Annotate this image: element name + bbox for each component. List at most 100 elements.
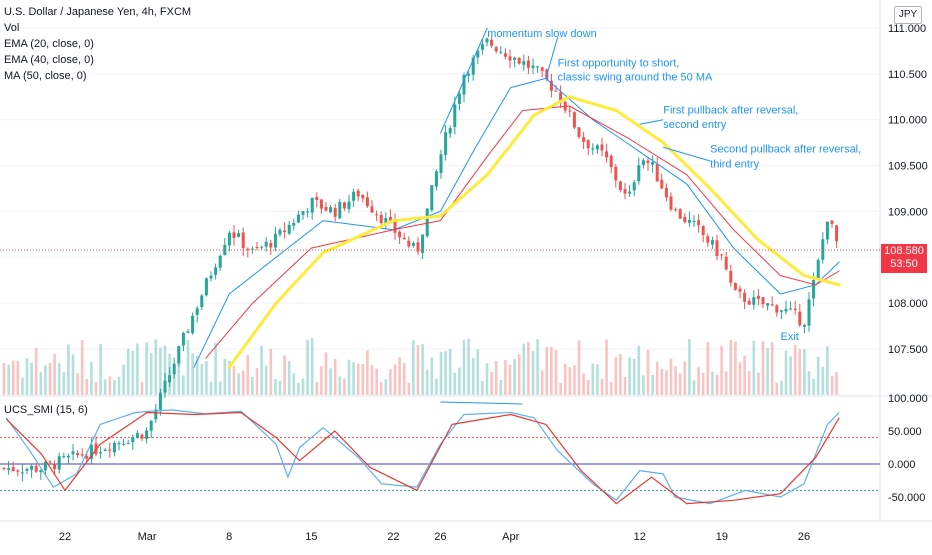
volume-bar — [370, 365, 374, 395]
volume-bar — [425, 369, 429, 395]
candle-body — [255, 247, 259, 249]
volume-bar — [448, 348, 452, 395]
volume-bar — [471, 357, 475, 395]
volume-bar — [444, 351, 447, 395]
candle-body — [646, 160, 650, 163]
volume-bar — [214, 342, 217, 395]
candle-body — [218, 256, 222, 268]
volume-bar — [835, 372, 838, 395]
last-price-countdown: 53:50 — [890, 258, 918, 270]
legend-ema40[interactable]: EMA (40, close, 0) — [4, 54, 94, 66]
candle-body — [227, 232, 231, 246]
volume-bar — [264, 365, 268, 395]
annotation-label: third entry — [710, 158, 759, 170]
candle-body — [720, 254, 724, 256]
volume-bar — [770, 342, 774, 395]
volume-bar — [297, 382, 300, 395]
candle-body — [177, 346, 181, 364]
candle-body — [388, 217, 392, 221]
volume-bar — [393, 364, 397, 395]
volume-bar — [678, 373, 682, 395]
volume-bar — [789, 356, 792, 395]
volume-bar — [16, 361, 20, 395]
volume-bar — [255, 367, 259, 395]
candle-body — [7, 468, 11, 470]
candle-body — [549, 80, 553, 91]
candle-body — [264, 241, 268, 247]
volume-bar — [619, 354, 622, 395]
volume-bar — [260, 345, 263, 395]
volume-bar — [384, 379, 388, 395]
volume-bar — [301, 378, 305, 395]
candle-body — [329, 207, 333, 213]
candle-body — [85, 455, 89, 459]
candle-body — [480, 44, 484, 50]
legend-ma50[interactable]: MA (50, close, 0) — [4, 70, 87, 82]
candle-body — [830, 220, 834, 224]
volume-bar — [53, 353, 56, 395]
candle-body — [71, 451, 75, 455]
candle-body — [149, 420, 153, 431]
volume-bar — [80, 339, 84, 395]
candle-body — [476, 50, 480, 58]
candle-body — [200, 295, 204, 308]
oscillator-trendline — [440, 401, 523, 405]
candle-body — [108, 449, 112, 451]
candle-body — [57, 456, 61, 470]
volume-bar — [761, 341, 765, 395]
volume-bar — [586, 379, 590, 395]
candle-body — [536, 66, 540, 68]
volume-bar — [182, 375, 185, 395]
candle-body — [600, 144, 604, 151]
legend-vol[interactable]: Vol — [4, 22, 20, 34]
candle-body — [641, 160, 645, 165]
candle-body — [384, 218, 388, 224]
candle-body — [618, 181, 622, 190]
volume-bar — [366, 350, 369, 395]
candle-body — [687, 219, 691, 223]
time-tick-label: Apr — [502, 531, 519, 543]
volume-bar — [798, 349, 802, 395]
volume-bar — [600, 378, 604, 395]
candle-body — [393, 219, 397, 233]
annotation-label: First pullback after reversal, — [663, 104, 798, 116]
candle-body — [503, 53, 507, 57]
candle-body — [614, 166, 618, 181]
candle-body — [540, 67, 544, 71]
volume-bar — [274, 379, 277, 395]
candle-body — [204, 278, 208, 296]
volume-bar — [48, 362, 52, 395]
candle-body — [30, 466, 34, 470]
candle-body — [260, 246, 264, 248]
volume-bar — [527, 342, 530, 395]
candle-body — [278, 229, 282, 235]
legend-ema20[interactable]: EMA (20, close, 0) — [4, 38, 94, 50]
volume-bar — [508, 364, 512, 395]
price-tick-label: 109.000 — [888, 206, 928, 218]
oscillator-legend[interactable]: UCS_SMI (15, 6) — [4, 404, 88, 416]
ema20-line — [193, 77, 840, 368]
volume-bar — [320, 366, 323, 395]
volume-bar — [347, 359, 351, 395]
legend-title[interactable]: U.S. Dollar / Japanese Yen, 4h, FXCM — [4, 6, 192, 18]
volume-bar — [191, 353, 194, 395]
currency-badge[interactable]: JPY — [894, 6, 922, 24]
candle-body — [154, 409, 158, 420]
volume-bar — [228, 360, 231, 395]
volume-bar — [25, 358, 29, 395]
volume-bar — [90, 361, 93, 395]
candle-body — [241, 232, 245, 249]
volume-bar — [200, 364, 204, 395]
candle-body — [835, 225, 839, 242]
candle-body — [733, 282, 737, 290]
volume-bar — [724, 371, 728, 395]
volume-bar — [775, 382, 779, 395]
volume-bar — [467, 338, 470, 395]
volume-bar — [462, 340, 466, 395]
candle-body — [448, 128, 452, 134]
volume-bar — [481, 381, 484, 395]
volume-bar — [352, 362, 355, 395]
candle-body — [186, 331, 190, 333]
